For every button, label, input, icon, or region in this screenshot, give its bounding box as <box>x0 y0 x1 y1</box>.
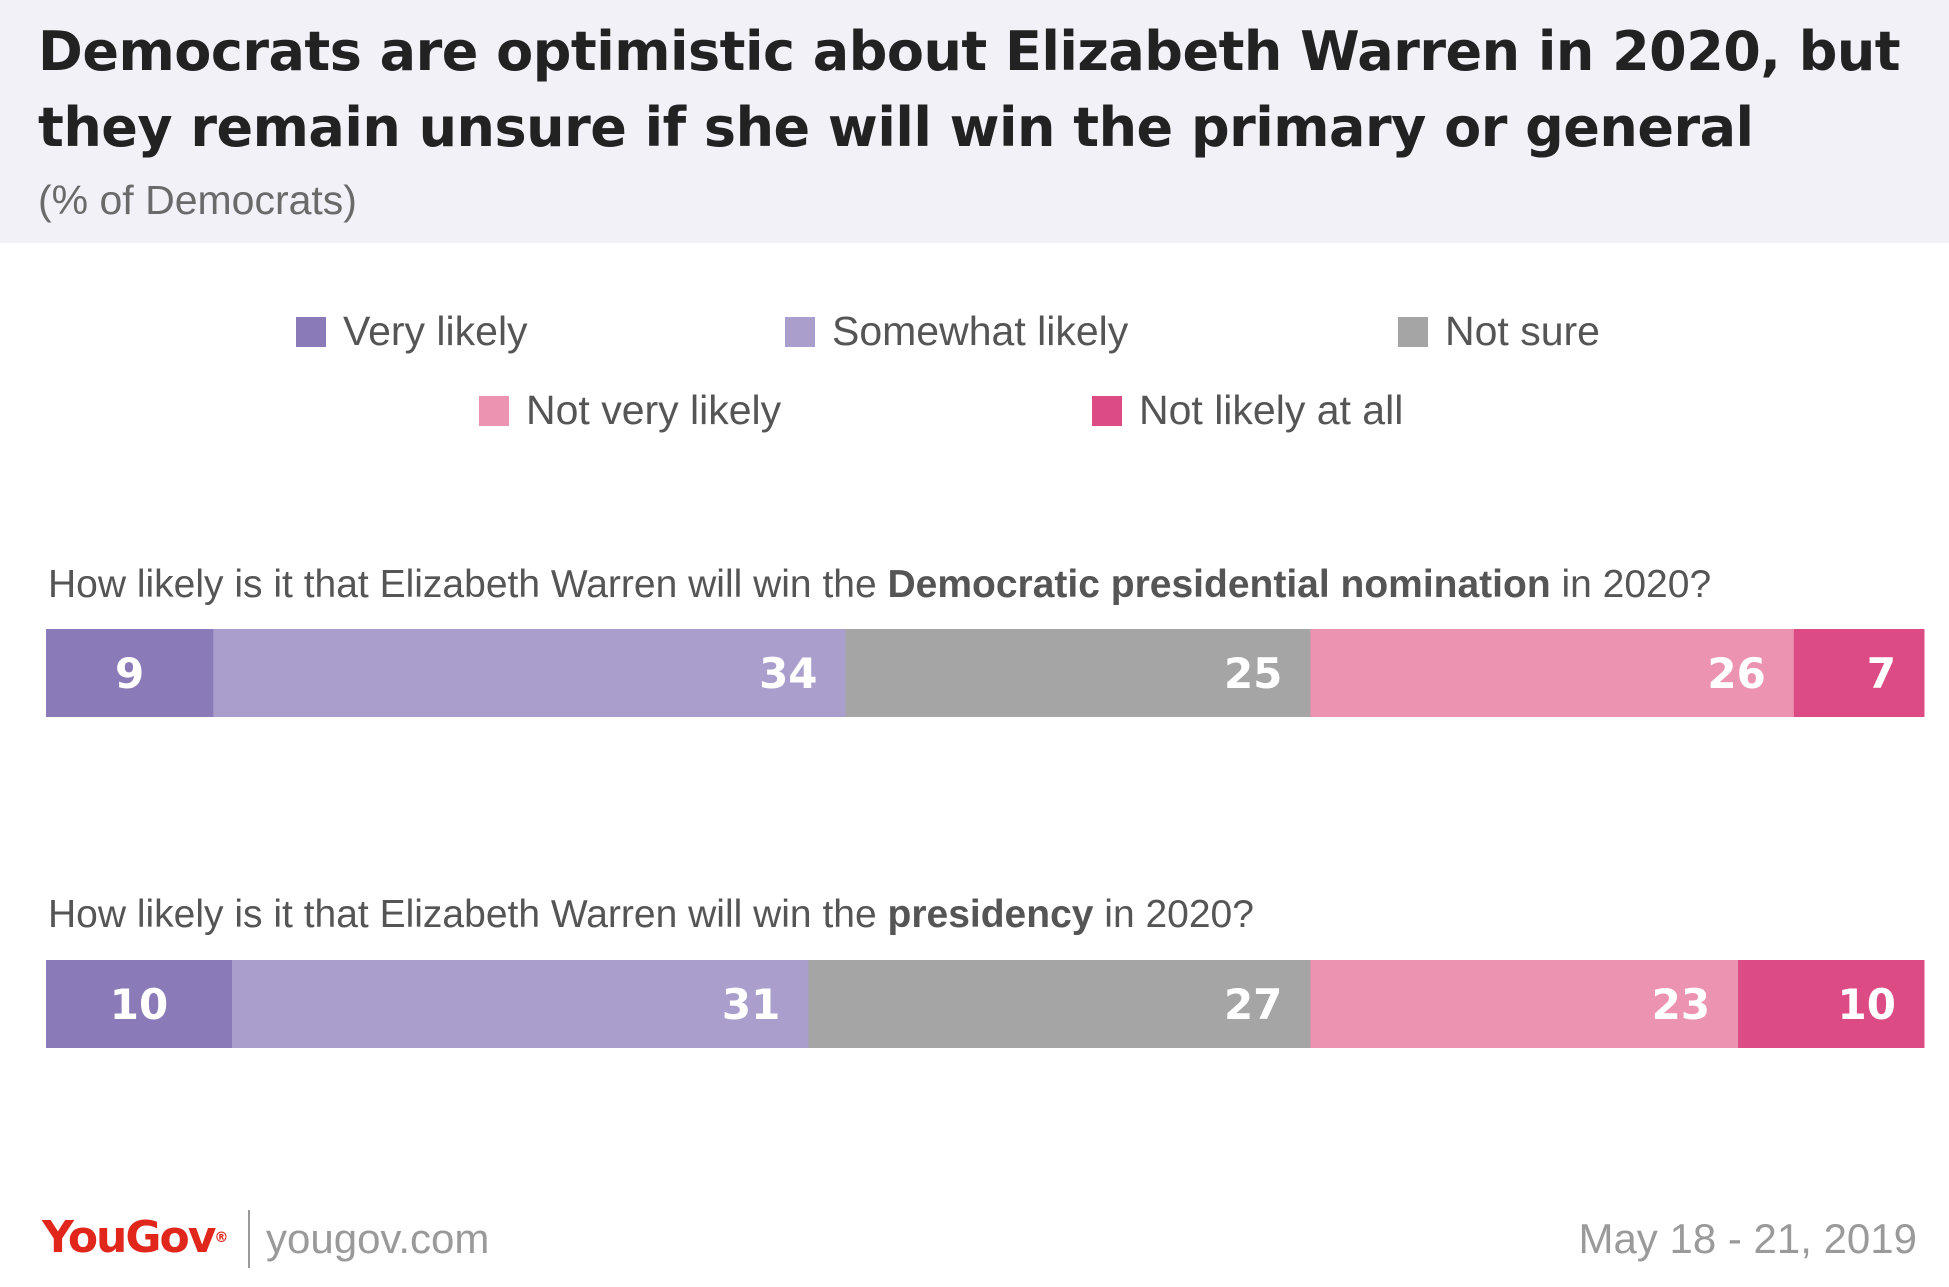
bar-value-label: 31 <box>722 980 780 1029</box>
bar-value-label: 10 <box>110 980 168 1029</box>
bar-segment-not-very-likely <box>1310 629 1795 717</box>
bar-row-nomination: 9 34 25 26 7 <box>46 629 1925 717</box>
question-suffix: in 2020? <box>1093 893 1254 936</box>
bar-value-label: 25 <box>1224 649 1282 698</box>
bar-segment-somewhat-likely <box>213 629 847 717</box>
chart-subtitle: (% of Democrats) <box>38 177 357 223</box>
legend-item-not-very-likely: Not very likely <box>479 387 781 434</box>
bar-segment-not-likely-at-all <box>1738 960 1925 1048</box>
legend-label-somewhat-likely: Somewhat likely <box>832 308 1129 354</box>
chart-title: Democrats are optimistic about Elizabeth… <box>38 14 1918 166</box>
bar-segment-very-likely <box>46 629 214 717</box>
legend-swatch-not-sure <box>1398 316 1428 347</box>
legend-label-very-likely: Very likely <box>343 308 528 354</box>
footer-divider <box>248 1210 250 1268</box>
legend-label-not-sure: Not sure <box>1445 308 1600 354</box>
yougov-logo: YouGov® <box>42 1212 228 1264</box>
chart-title-line-2: they remain unsure if she will win the p… <box>38 96 1754 159</box>
bar-row-presidency: 10 31 27 23 10 <box>46 960 1925 1048</box>
legend-item-very-likely: Very likely <box>296 308 528 355</box>
legend-swatch-not-likely-at-all <box>1092 395 1122 426</box>
bar-segment-not-sure <box>808 960 1311 1048</box>
chart-legend: Very likely Somewhat likely Not sure Not… <box>0 300 1949 450</box>
legend-item-not-sure: Not sure <box>1398 308 1600 355</box>
bar-segment-very-likely <box>46 960 233 1048</box>
question-emphasis: presidency <box>887 893 1094 936</box>
legend-item-somewhat-likely: Somewhat likely <box>785 308 1128 355</box>
question-label-nomination: How likely is it that Elizabeth Warren w… <box>48 562 1711 608</box>
question-suffix: in 2020? <box>1550 563 1712 606</box>
legend-swatch-not-very-likely <box>479 395 509 426</box>
question-prefix: How likely is it that Elizabeth Warren w… <box>48 893 888 936</box>
legend-label-not-very-likely: Not very likely <box>526 387 782 433</box>
chart-title-line-1: Democrats are optimistic about Elizabeth… <box>38 20 1901 83</box>
bar-value-label: 26 <box>1707 649 1765 698</box>
bar-value-label: 10 <box>1838 980 1896 1029</box>
legend-label-not-likely-at-all: Not likely at all <box>1139 387 1404 433</box>
bar-value-label: 9 <box>115 649 144 698</box>
chart-header: Democrats are optimistic about Elizabeth… <box>0 0 1949 243</box>
legend-swatch-somewhat-likely <box>785 316 815 347</box>
bar-segment-not-likely-at-all <box>1793 629 1925 717</box>
logo-text-you: You <box>42 1212 127 1263</box>
bar-value-label: 23 <box>1652 980 1710 1029</box>
bar-segment-somewhat-likely <box>231 960 809 1048</box>
bar-segment-not-very-likely <box>1310 960 1739 1048</box>
legend-item-not-likely-at-all: Not likely at all <box>1092 387 1403 434</box>
question-label-presidency: How likely is it that Elizabeth Warren w… <box>48 892 1254 938</box>
bar-value-label: 34 <box>759 649 817 698</box>
question-prefix: How likely is it that Elizabeth Warren w… <box>48 563 888 606</box>
logo-text-gov: Gov <box>125 1212 216 1263</box>
bar-value-label: 27 <box>1224 980 1282 1029</box>
bar-value-label: 7 <box>1867 649 1896 698</box>
footer-site-link[interactable]: yougov.com <box>266 1215 490 1262</box>
footer-date: May 18 - 21, 2019 <box>1578 1215 1917 1262</box>
legend-swatch-very-likely <box>296 316 326 347</box>
question-emphasis: Democratic presidential nomination <box>887 563 1551 606</box>
bar-segment-not-sure <box>845 629 1311 717</box>
logo-registered-mark: ® <box>214 1230 229 1246</box>
